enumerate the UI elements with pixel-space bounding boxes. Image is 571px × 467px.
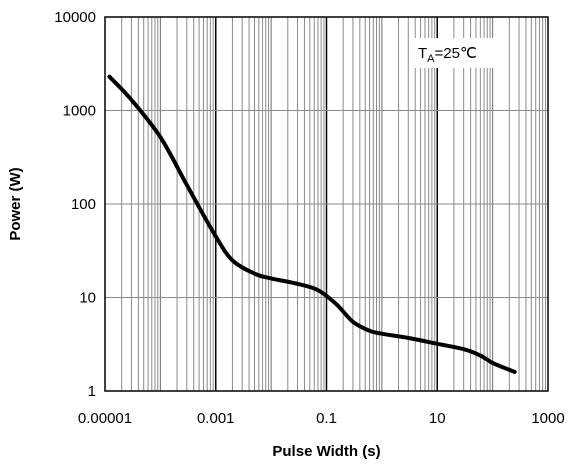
y-tick-label: 10000 — [54, 9, 96, 26]
x-axis-title: Pulse Width (s) — [272, 443, 380, 460]
plot-frame — [104, 16, 549, 392]
y-tick-label: 1 — [88, 383, 96, 400]
power-curve — [107, 74, 517, 374]
x-tick-label: 0.001 — [197, 410, 235, 427]
temperature-annotation: TA=25℃ — [418, 45, 477, 65]
y-tick-labels: 1 10 100 1000 10000 — [54, 9, 96, 400]
y-tick-label: 1000 — [63, 103, 96, 120]
y-tick-label: 10 — [79, 290, 96, 307]
x-tick-labels: 0.00001 0.001 0.1 10 1000 — [78, 410, 565, 427]
annotation-box — [413, 38, 503, 68]
y-axis-title: Power (W) — [7, 167, 24, 240]
y-tick-label: 100 — [71, 196, 96, 213]
annotation-rest: =25℃ — [435, 45, 477, 62]
annotation-main: T — [418, 45, 427, 62]
x-tick-label: 0.1 — [316, 410, 337, 427]
x-tick-label: 1000 — [531, 410, 564, 427]
x-tick-label: 0.00001 — [78, 410, 132, 427]
annotation-subscript: A — [427, 53, 435, 65]
x-tick-label: 10 — [429, 410, 446, 427]
major-gridlines — [105, 17, 548, 391]
